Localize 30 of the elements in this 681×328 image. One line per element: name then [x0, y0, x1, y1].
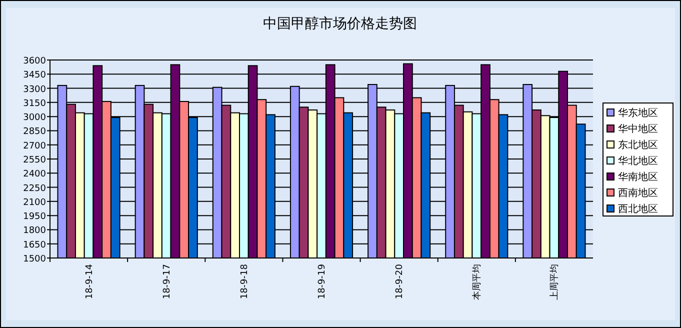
x-tick-label: 18-9-14	[84, 264, 95, 300]
y-tick-label: 2850	[23, 127, 46, 138]
y-tick-label: 3450	[23, 70, 46, 81]
y-tick-label: 2700	[23, 141, 46, 152]
y-tick-label: 2100	[23, 198, 46, 208]
y-tick-label: 3600	[23, 56, 46, 66]
chart-title: 中国甲醇市场价格走势图	[263, 16, 417, 32]
x-tick-label: 18-9-19	[318, 264, 328, 300]
y-tick-label: 2550	[23, 156, 46, 166]
y-tick-label: 1650	[23, 240, 46, 250]
y-tick-label: 3150	[23, 98, 46, 109]
x-tick-label: 上周平均	[549, 264, 560, 300]
y-tick-label: 2250	[23, 184, 46, 194]
y-tick-label: 3300	[23, 84, 46, 95]
legend-label: 西北地区	[618, 203, 658, 215]
legend-label: 华北地区	[618, 155, 658, 167]
x-tick-label: 本周平均	[472, 264, 483, 300]
legend-label: 华南地区	[618, 171, 658, 183]
x-tick-label: 18-9-18	[240, 264, 250, 300]
legend-label: 华中地区	[618, 123, 658, 135]
y-tick-label: 2400	[23, 170, 46, 180]
y-tick-label: 1500	[23, 254, 46, 264]
x-tick-label: 18-9-17	[162, 264, 172, 300]
legend-label: 东北地区	[618, 139, 658, 151]
y-tick-label: 1800	[23, 226, 46, 236]
y-tick-label: 3000	[23, 113, 46, 124]
x-tick-label: 18-9-20	[395, 264, 406, 300]
legend-label: 西南地区	[618, 187, 658, 199]
legend-label: 华东地区	[618, 107, 658, 119]
y-tick-label: 1950	[23, 212, 46, 222]
